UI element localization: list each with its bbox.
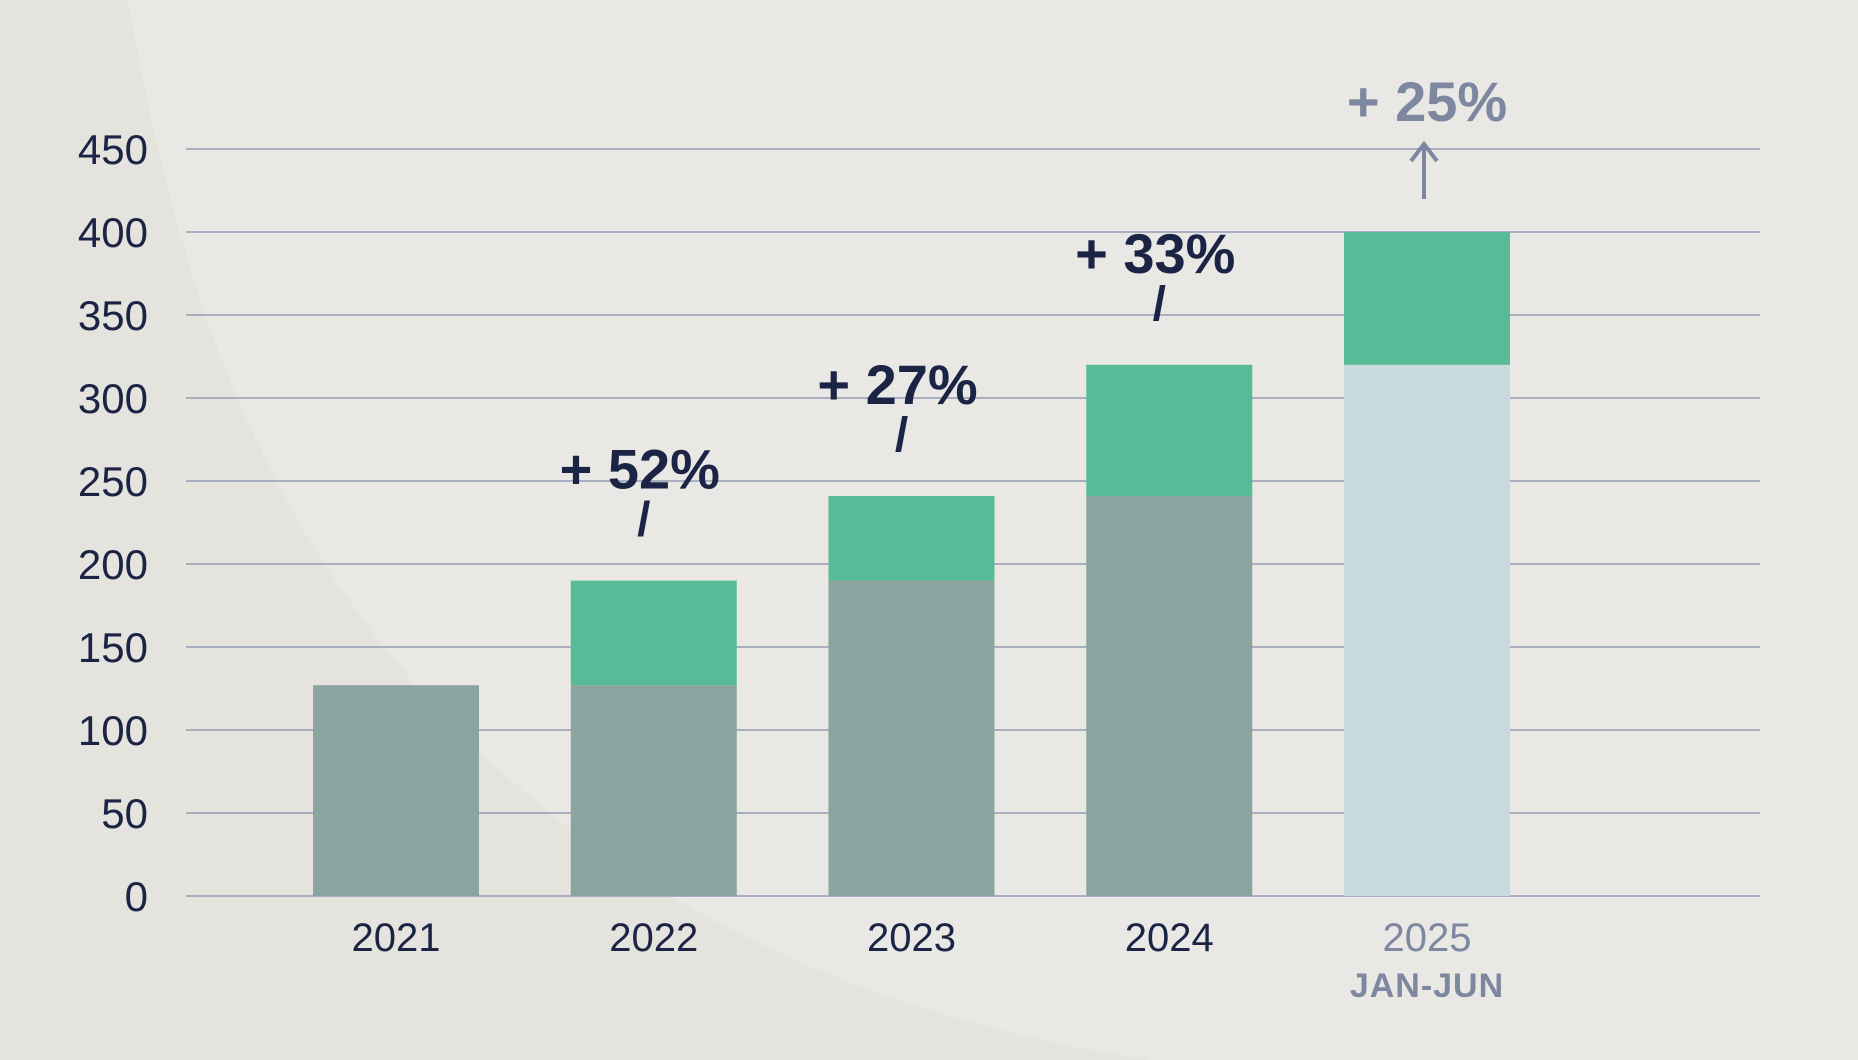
x-label-2021: 2021 (352, 916, 441, 960)
y-tick-250: 250 (78, 458, 148, 505)
bar-2022-base-segment (570, 685, 737, 896)
bar-2025-base-segment (1344, 364, 1510, 896)
y-tick-450: 450 (78, 126, 148, 173)
bar-2024-growth-segment (1086, 364, 1253, 496)
x-sublabel-2025: JAN-JUN (1350, 967, 1504, 1005)
annotation-2024: + 33% (1075, 222, 1235, 285)
x-label-2023: 2023 (867, 916, 956, 960)
x-label-2022: 2022 (609, 916, 698, 960)
bar-2022-growth-segment (570, 580, 737, 686)
y-tick-100: 100 (78, 707, 148, 754)
bar-2021-base-segment (313, 685, 479, 896)
x-label-2025: 2025 (1383, 916, 1472, 960)
annotation-2023: + 27% (817, 353, 977, 416)
y-tick-350: 350 (78, 292, 148, 339)
bar-2024-base-segment (1086, 495, 1253, 896)
bar-2023-growth-segment (828, 495, 995, 581)
x-label-2024: 2024 (1125, 916, 1214, 960)
annotation-arrow-up-icon-2025 (1409, 140, 1439, 199)
y-tick-200: 200 (78, 541, 148, 588)
annotation-2022: + 52% (560, 438, 720, 501)
y-tick-50: 50 (101, 790, 148, 837)
bar-2025-growth-segment (1344, 232, 1510, 365)
y-tick-150: 150 (78, 624, 148, 671)
annotation-slash-2024: / (1153, 278, 1166, 331)
y-tick-300: 300 (78, 375, 148, 422)
y-tick-400: 400 (78, 209, 148, 256)
annotation-slash-2022: / (637, 494, 650, 547)
y-tick-0: 0 (125, 873, 148, 920)
background-curve (0, 0, 1150, 1060)
bar-2023-base-segment (828, 580, 995, 896)
annotation-2025: + 25% (1347, 70, 1507, 133)
annotation-slash-2023: / (895, 409, 908, 462)
